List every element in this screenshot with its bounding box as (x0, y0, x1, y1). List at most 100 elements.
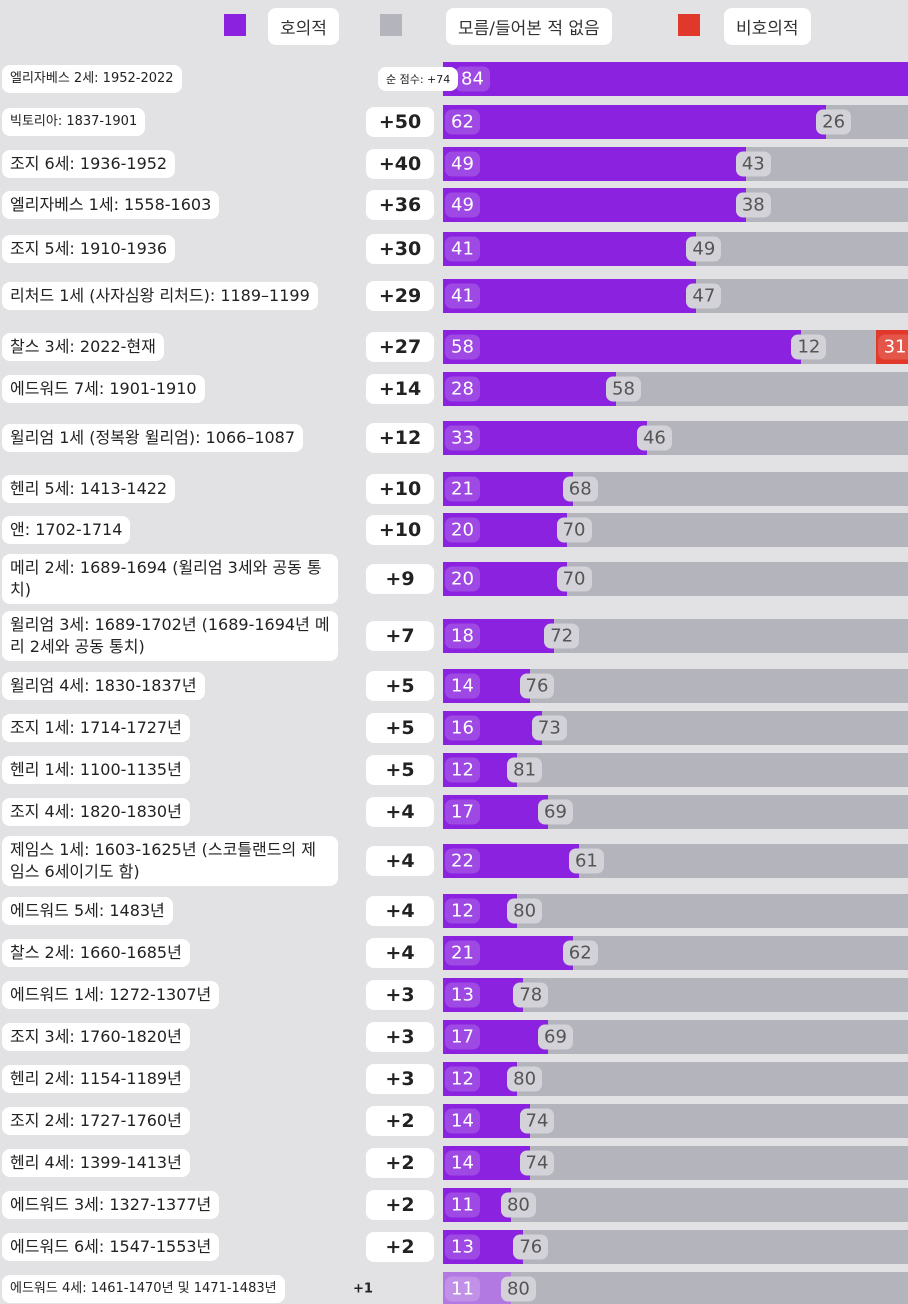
value-label: 81 (507, 757, 543, 783)
category-label: 빅토리아: 1837-1901 (2, 108, 146, 136)
bar-segment (875, 330, 908, 364)
category-label: 헨리 5세: 1413-1422 (2, 475, 176, 503)
bar-segment (443, 844, 579, 878)
category-label: 윌리엄 4세: 1830-1837년 (2, 672, 205, 700)
net-score-label: +27 (378, 336, 422, 358)
net-score-label: +3 (385, 1068, 415, 1090)
net-score-label: +10 (378, 478, 422, 500)
value-label: 14 (445, 1150, 480, 1176)
net-score-label: +40 (378, 153, 422, 175)
net-score: +5 (366, 713, 434, 743)
net-score-label: +2 (385, 1110, 415, 1132)
bar-segment (443, 330, 802, 364)
value-label: 13 (445, 1234, 480, 1260)
bar-segment (517, 753, 908, 787)
value-label: 74 (519, 1108, 555, 1134)
bar-segment (517, 1062, 908, 1096)
value-label: 49 (445, 192, 480, 218)
net-score-label: +29 (378, 285, 422, 307)
bar-segment (443, 753, 518, 787)
value-label: 49 (686, 236, 722, 262)
category-label: 제임스 1세: 1603-1625년 (스코틀랜드의 제임스 6세이기도 함) (2, 836, 338, 886)
bar-segment (548, 1020, 908, 1054)
value-label: 33 (445, 425, 480, 451)
legend-swatch (380, 14, 402, 36)
net-score: +5 (366, 671, 434, 701)
net-score: +3 (366, 1022, 434, 1052)
value-label: 12 (445, 1066, 480, 1092)
value-label: 43 (735, 151, 771, 177)
value-label: 84 (455, 66, 490, 92)
value-label: 20 (445, 517, 480, 543)
net-score: +2 (366, 1232, 434, 1262)
net-score-label: +4 (385, 942, 415, 964)
category-label: 윌리엄 1세 (정복왕 윌리엄): 1066–1087 (2, 424, 304, 452)
legend-swatch (224, 14, 246, 36)
bar-segment (443, 711, 542, 745)
bar-segment (646, 421, 908, 455)
category-label: 에드워드 6세: 1547-1553년 (2, 1233, 220, 1261)
net-score-label: +3 (385, 1026, 415, 1048)
value-label: 16 (445, 715, 480, 741)
net-score-label: +9 (385, 568, 415, 590)
value-label: 62 (445, 109, 480, 135)
bar-segment (443, 619, 555, 653)
bar-segment (572, 472, 908, 506)
value-label: 58 (606, 376, 641, 402)
value-label: 76 (519, 673, 555, 699)
category-label: 조지 4세: 1820-1830년 (2, 798, 190, 826)
value-label: 22 (445, 848, 480, 874)
bar-segment (541, 711, 908, 745)
category-label: 엘리자베스 2세: 1952-2022 (2, 65, 182, 93)
bar-segment (443, 1020, 549, 1054)
value-label: 38 (735, 192, 771, 218)
category-label: 에드워드 5세: 1483년 (2, 897, 173, 925)
bar-segment (443, 669, 530, 703)
value-label: 12 (791, 334, 827, 360)
net-score: +2 (366, 1148, 434, 1178)
net-score: +5 (366, 755, 434, 785)
bar-segment (745, 188, 908, 222)
net-score-label: +36 (378, 194, 422, 216)
net-score-label: +4 (385, 801, 415, 823)
value-label: 12 (445, 757, 480, 783)
net-score-label: +12 (378, 427, 422, 449)
bar-segment (554, 619, 908, 653)
bar-segment (529, 1104, 908, 1138)
net-score-label: +1 (353, 1281, 373, 1297)
bar-segment (523, 1230, 908, 1264)
bar-segment (548, 795, 908, 829)
bar-segment (517, 894, 908, 928)
bar-segment (566, 513, 908, 547)
net-score-label: +3 (385, 984, 415, 1006)
value-label: 41 (445, 236, 480, 262)
value-label: 14 (445, 1108, 480, 1134)
category-label: 에드워드 1세: 1272-1307년 (2, 981, 220, 1009)
bar-segment (566, 562, 908, 596)
value-label: 21 (445, 476, 480, 502)
category-label: 에드워드 3세: 1327-1377년 (2, 1191, 220, 1219)
value-label: 31 (877, 334, 908, 360)
bar-segment (616, 372, 908, 406)
net-score: +7 (366, 621, 434, 651)
bar-segment (443, 1062, 518, 1096)
net-score: +29 (366, 281, 434, 311)
value-label: 73 (531, 715, 567, 741)
category-label: 찰스 2세: 1660-1685년 (2, 939, 190, 967)
net-score: +27 (366, 332, 434, 362)
bar-segment (523, 978, 908, 1012)
bar-segment (443, 472, 573, 506)
value-label: 47 (686, 283, 722, 309)
value-label: 62 (562, 940, 598, 966)
bar-segment (443, 978, 524, 1012)
value-label: 26 (816, 109, 852, 135)
legend-label: 호의적 (268, 8, 339, 45)
category-label: 찰스 3세: 2022-현재 (2, 333, 164, 361)
value-label: 80 (500, 1192, 536, 1218)
net-score: +36 (366, 190, 434, 220)
category-label: 헨리 1세: 1100-1135년 (2, 756, 190, 784)
net-score-label: +10 (378, 519, 422, 541)
value-label: 14 (445, 673, 480, 699)
net-score: +50 (366, 107, 434, 137)
